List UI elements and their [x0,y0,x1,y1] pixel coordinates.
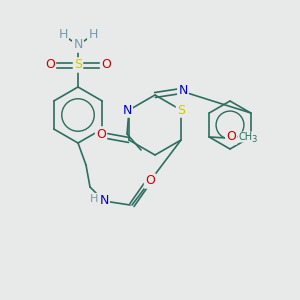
Text: N: N [73,38,83,52]
Text: H: H [90,194,98,204]
Text: N: N [178,85,188,98]
Text: O: O [226,130,236,143]
Text: H: H [88,28,98,41]
Text: S: S [177,103,185,116]
Text: 3: 3 [251,134,257,143]
Text: O: O [101,58,111,71]
Text: N: N [122,103,132,116]
Text: O: O [45,58,55,71]
Text: O: O [145,175,155,188]
Text: CH: CH [238,132,252,142]
Text: S: S [74,58,82,71]
Text: N: N [99,194,109,208]
Text: H: H [58,28,68,41]
Text: O: O [96,128,106,140]
